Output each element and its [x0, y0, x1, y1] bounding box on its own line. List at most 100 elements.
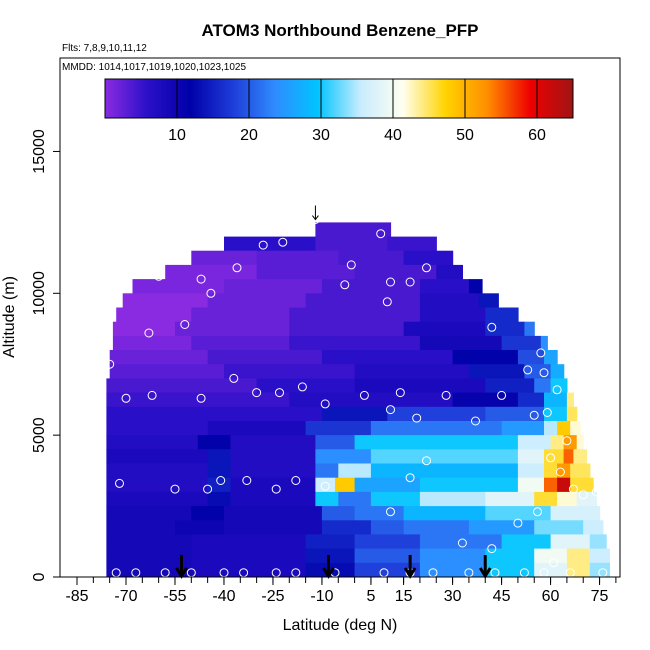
heatmap-cell — [544, 421, 558, 436]
heatmap-cell — [191, 335, 290, 351]
sample-point — [359, 390, 369, 400]
heatmap-cell — [354, 548, 421, 564]
heatmap-cell — [106, 435, 199, 450]
heatmap-cell — [550, 506, 601, 521]
heatmap-cell — [403, 520, 470, 536]
heatmap-cell — [419, 491, 486, 507]
sample-point — [562, 436, 572, 446]
heatmap-cell — [485, 321, 526, 337]
heatmap-cell — [106, 406, 323, 422]
heatmap-cell — [207, 421, 307, 436]
heatmap-cell — [436, 264, 463, 280]
x-tick-label: -55 — [163, 588, 186, 605]
heatmap-cell — [106, 477, 209, 493]
colorbar-tick-label: 60 — [528, 127, 546, 144]
sample-point — [108, 300, 118, 310]
heatmap-cell — [517, 449, 545, 465]
flight-marker-head — [478, 567, 492, 579]
heatmap-cell — [106, 562, 192, 577]
sample-point — [386, 507, 395, 517]
heatmap-cell — [106, 392, 290, 408]
heatmap-cell — [207, 293, 307, 309]
x-tick-label: 60 — [542, 588, 560, 605]
heatmap-cell — [207, 477, 232, 493]
heatmap-cell — [570, 477, 594, 493]
heatmap-cell — [224, 364, 356, 379]
heatmap-cell — [576, 491, 597, 507]
sample-point — [487, 544, 497, 554]
sample-point — [271, 484, 281, 494]
heatmap-cell — [305, 562, 356, 577]
heatmap-cell — [468, 520, 535, 536]
sample-point — [568, 484, 578, 494]
heatmap-cell — [485, 491, 535, 507]
dates-annotation: MMDD: 1014,1017,1019,1020,1023,1025 — [62, 62, 246, 73]
sample-point — [180, 320, 190, 329]
heatmap-cell — [544, 463, 558, 479]
sample-point — [533, 507, 542, 517]
sample-point — [216, 476, 226, 485]
x-tick-label: -10 — [310, 588, 333, 605]
x-tick-label: 5 — [366, 588, 375, 605]
y-tick-label: 15000 — [31, 129, 48, 174]
heatmap-cell — [485, 378, 535, 394]
heatmap-cell — [197, 435, 232, 450]
sample-point — [591, 487, 601, 497]
heatmap-cell — [354, 477, 421, 493]
heatmap-cell — [335, 477, 356, 493]
heatmap-cell — [485, 562, 535, 577]
heatmap-cell — [106, 506, 192, 521]
sample-point — [340, 280, 350, 290]
heatmap-cell — [419, 562, 486, 577]
heatmap-cell — [175, 321, 290, 337]
y-tick-label: 5000 — [31, 417, 48, 453]
colorbar-bar — [104, 78, 574, 119]
sample-point — [170, 484, 180, 494]
heatmap-cell — [132, 279, 225, 294]
heatmap-cell — [583, 520, 604, 536]
heatmap-cell — [354, 562, 421, 577]
x-tick-label: -85 — [65, 588, 88, 605]
x-tick-label: 75 — [591, 588, 609, 605]
sample-point — [382, 297, 392, 307]
x-axis-label: Latitude (deg N) — [283, 617, 398, 634]
heatmap-cell — [485, 548, 535, 564]
heatmap-cell — [122, 293, 209, 309]
y-tick-label: 10000 — [31, 271, 48, 316]
sample-point — [529, 410, 539, 420]
heatmap-cell — [573, 449, 588, 465]
heatmap-cell — [109, 364, 225, 379]
heatmap-cell — [315, 236, 388, 252]
sample-point — [320, 481, 330, 491]
heatmap-cell — [315, 222, 392, 238]
heatmap-cell — [354, 378, 486, 394]
x-axis: -85 -70 -55 -40 -25 -10 5 15 30 45 60 75 — [65, 577, 617, 605]
heatmap-cell — [230, 435, 316, 450]
heatmap-cell — [468, 364, 525, 379]
sample-point — [275, 388, 284, 398]
heatmap-cell — [106, 520, 176, 536]
heatmap-cell — [207, 350, 323, 365]
heatmap-cell — [501, 335, 542, 351]
heatmap-cell — [370, 520, 405, 536]
heatmap-cell — [478, 293, 499, 309]
colorbar-tick-label: 40 — [384, 127, 402, 144]
x-tick-label: 15 — [395, 588, 413, 605]
sample-point — [513, 518, 523, 528]
heatmap-cell — [534, 548, 568, 564]
heatmap-cell — [452, 350, 519, 365]
colorbar-tick-label: 10 — [168, 127, 186, 144]
heatmap-cell — [534, 562, 568, 577]
sample-point — [242, 476, 252, 485]
heatmap-cell — [419, 335, 503, 351]
sample-point — [422, 263, 431, 273]
colorbar-tick-label: 20 — [240, 127, 258, 144]
heatmap-cell — [517, 477, 545, 493]
sample-point — [346, 260, 356, 270]
x-tick-label: -25 — [261, 588, 284, 605]
heatmap-cell — [544, 392, 568, 408]
sample-point — [546, 453, 556, 463]
sample-point — [471, 416, 480, 426]
sample-point — [422, 456, 431, 466]
heatmap-cell — [419, 307, 486, 323]
